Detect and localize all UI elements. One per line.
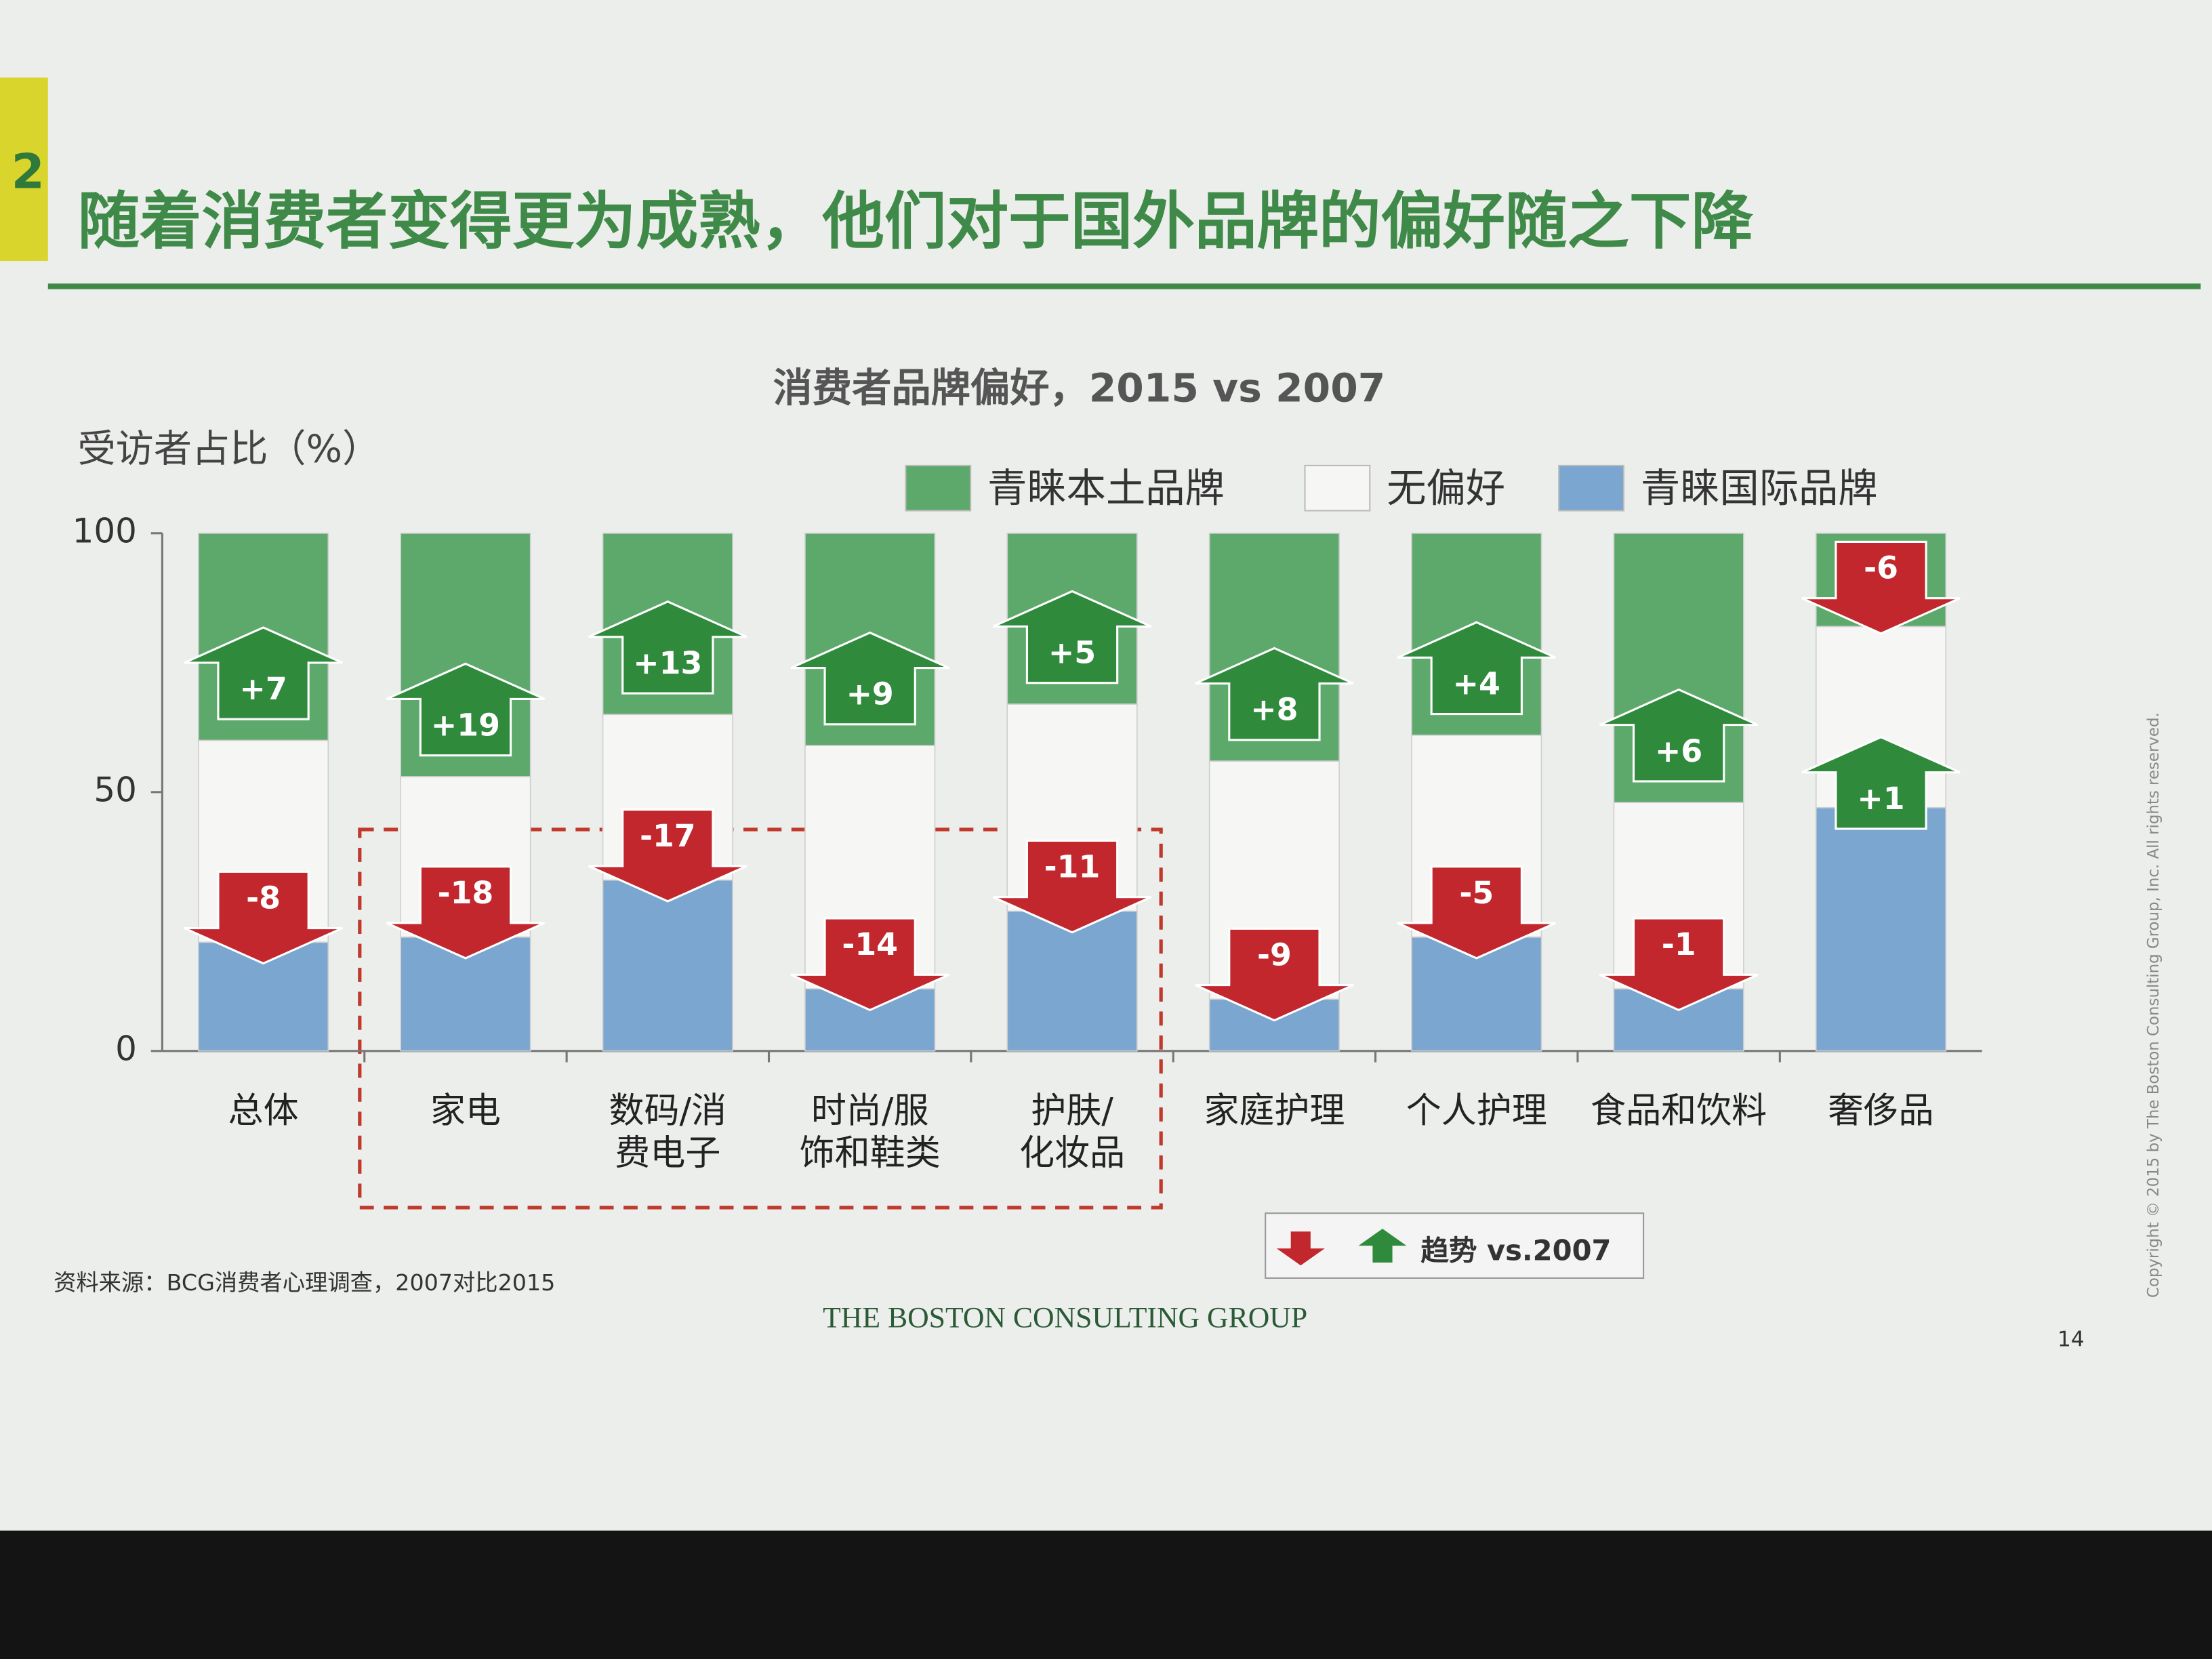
up-arrow <box>790 631 949 726</box>
x-tick-label: 个人护理 <box>1406 1090 1547 1131</box>
change-label: +9 <box>846 676 894 712</box>
legend-label: 青睐国际品牌 <box>1641 466 1878 512</box>
up-arrow <box>588 600 747 695</box>
change-label: -11 <box>1044 848 1101 885</box>
y-tick-label: 50 <box>94 770 137 809</box>
down-arrow <box>1397 865 1556 960</box>
change-label: -9 <box>1257 936 1292 972</box>
up-arrow <box>184 626 343 720</box>
source-note: 资料来源：BCG消费者心理调查，2007对比2015 <box>54 1269 555 1296</box>
change-label: -8 <box>246 879 281 916</box>
change-label: -6 <box>1864 550 1898 586</box>
change-label: +13 <box>633 644 702 681</box>
section-tab <box>0 77 48 262</box>
desk-edge <box>0 1530 2212 1659</box>
up-arrow <box>992 590 1152 684</box>
bar-segment <box>1815 806 1947 1052</box>
page-title: 随着消费者变得更为成熟，他们对于国外品牌的偏好随之下降 <box>77 185 1753 258</box>
change-label: +19 <box>431 707 500 743</box>
trend-legend-label: 趋势 vs.2007 <box>1420 1233 1611 1267</box>
trend-legend-box <box>1265 1212 1645 1279</box>
down-arrow <box>1599 917 1759 1012</box>
change-label: +7 <box>239 670 287 707</box>
y-tick-label: 0 <box>115 1029 137 1068</box>
change-label: +5 <box>1048 634 1096 671</box>
change-label: -18 <box>438 874 494 911</box>
up-arrow <box>1397 621 1556 716</box>
up-arrow <box>1599 688 1759 783</box>
down-arrow <box>992 839 1152 934</box>
section-number: 2 <box>12 144 45 200</box>
legend-label: 青睐本土品牌 <box>987 466 1225 512</box>
x-tick-label: 总体 <box>228 1090 299 1131</box>
x-tick-label: 食品和饮料 <box>1591 1090 1767 1131</box>
brand: THE BOSTON CONSULTING GROUP <box>823 1301 1307 1334</box>
x-tick-label: 家庭护理 <box>1204 1090 1345 1131</box>
down-arrow <box>1801 540 1961 635</box>
change-label: -17 <box>640 817 696 854</box>
legend-swatch <box>1304 464 1371 512</box>
up-arrow <box>1801 735 1961 830</box>
up-arrow <box>1195 647 1354 741</box>
down-arrow <box>386 865 546 960</box>
change-label: +4 <box>1453 665 1500 701</box>
bar-segment <box>1006 910 1138 1052</box>
y-tick-label: 100 <box>73 511 137 550</box>
legend-swatch <box>905 464 972 512</box>
legend-swatch <box>1558 464 1624 512</box>
copyright: Copyright © 2015 by The Boston Consultin… <box>2145 712 2163 1298</box>
x-tick-label: 护肤/化妆品 <box>1019 1090 1125 1173</box>
change-label: +6 <box>1655 733 1702 769</box>
x-tick-label: 时尚/服饰和鞋类 <box>800 1090 941 1173</box>
x-tick-label: 奢侈品 <box>1828 1090 1933 1131</box>
down-arrow <box>588 808 747 903</box>
change-label: +1 <box>1857 780 1904 817</box>
down-arrow <box>790 917 949 1012</box>
x-tick-label: 数码/消费电子 <box>609 1090 726 1173</box>
trend-up-icon <box>1358 1229 1407 1263</box>
change-label: +8 <box>1250 691 1298 728</box>
down-arrow <box>1195 927 1354 1022</box>
up-arrow <box>386 662 546 757</box>
highlight-box <box>358 827 1163 1210</box>
y-axis-label: 受访者占比（%） <box>77 428 380 472</box>
change-label: -5 <box>1459 874 1494 911</box>
trend-down-icon <box>1276 1231 1325 1266</box>
change-label: -14 <box>842 926 898 962</box>
x-tick-label: 家电 <box>430 1090 501 1131</box>
legend-label: 无偏好 <box>1387 466 1505 512</box>
change-label: -1 <box>1662 926 1696 962</box>
down-arrow <box>184 870 343 965</box>
chart-title: 消费者品牌偏好，2015 vs 2007 <box>773 365 1386 411</box>
page-number: 14 <box>2057 1328 2085 1352</box>
bar-segment <box>602 879 733 1052</box>
